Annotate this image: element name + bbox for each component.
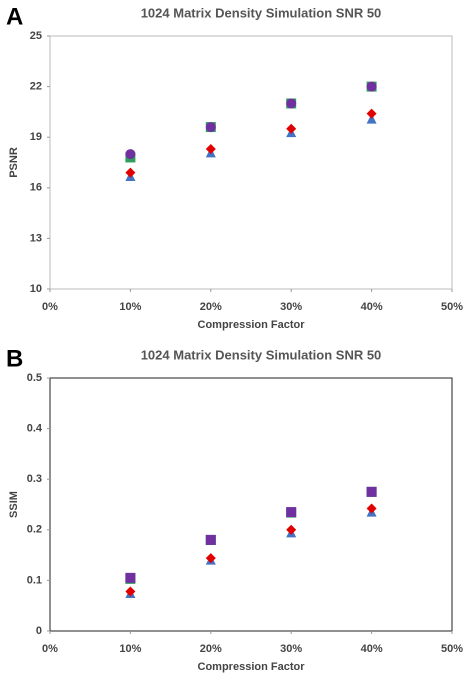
plot-border	[49, 35, 453, 290]
y-tick-label: 0.1	[27, 574, 42, 586]
point	[286, 98, 297, 109]
point	[205, 553, 216, 564]
panel-label: B	[6, 345, 23, 372]
point	[366, 81, 377, 92]
plot-border	[49, 377, 453, 632]
point	[125, 167, 136, 178]
point	[286, 524, 297, 535]
point	[205, 144, 216, 155]
x-tick-label: 50%	[441, 301, 463, 313]
point	[125, 572, 136, 583]
x-tick-label: 10%	[119, 301, 141, 313]
x-tick-label: 30%	[280, 301, 302, 313]
x-tick-label: 40%	[361, 643, 383, 655]
x-tick-label: 0%	[42, 643, 58, 655]
x-tick-label: 20%	[200, 643, 222, 655]
y-tick-label: 25	[30, 30, 42, 42]
x-tick-label: 20%	[200, 301, 222, 313]
x-tick-label: 50%	[441, 643, 463, 655]
panel-label: A	[6, 3, 23, 30]
x-tick-label: 40%	[361, 301, 383, 313]
x-tick-label: 10%	[119, 643, 141, 655]
x-tick-label: 0%	[42, 301, 58, 313]
point	[286, 123, 297, 134]
y-tick-label: 0.5	[27, 372, 42, 384]
point	[286, 507, 297, 518]
y-tick-label: 10	[30, 283, 42, 295]
y-axis-label: PSNR	[8, 147, 20, 178]
y-tick-label: 0.2	[27, 524, 42, 536]
point	[366, 108, 377, 119]
x-axis-label: Compression Factor	[198, 661, 306, 673]
point	[205, 534, 216, 545]
y-tick-label: 22	[30, 81, 42, 93]
point	[205, 122, 216, 133]
y-axis-label: SSIM	[8, 491, 20, 518]
y-tick-label: 16	[30, 182, 42, 194]
y-tick-label: 0.4	[27, 423, 43, 435]
point	[366, 503, 377, 514]
chart-title: 1024 Matrix Density Simulation SNR 50	[141, 347, 382, 362]
point	[125, 586, 136, 597]
x-axis-label: Compression Factor	[198, 319, 306, 331]
y-tick-label: 13	[30, 232, 42, 244]
point	[125, 149, 136, 160]
point	[366, 113, 377, 124]
x-tick-label: 30%	[280, 643, 302, 655]
chart-title: 1024 Matrix Density Simulation SNR 50	[141, 5, 382, 20]
y-tick-label: 0.3	[27, 473, 42, 485]
y-tick-label: 19	[30, 131, 42, 143]
y-tick-label: 0	[36, 625, 42, 637]
point	[366, 486, 377, 497]
